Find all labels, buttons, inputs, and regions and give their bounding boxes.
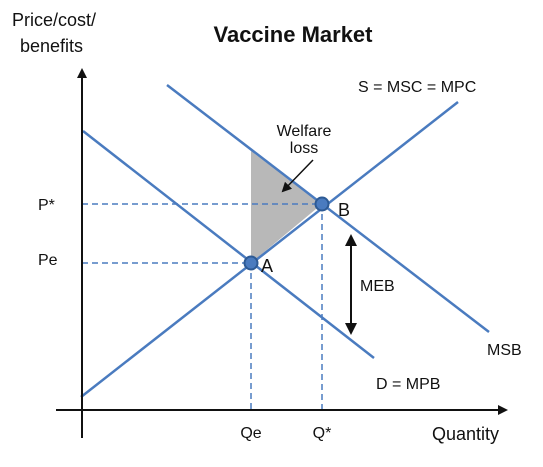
y-axis-label-line1: Price/cost/ [12,10,96,30]
p-star-label: P* [38,197,55,214]
meb-label: MEB [360,278,395,295]
pe-label: Pe [38,252,58,269]
demand-curve [82,130,375,359]
meb-arrow-down-head [345,323,357,335]
point-a-marker [243,255,259,271]
welfare-loss-area [251,151,322,263]
welfare-loss-label-line2: loss [290,140,318,157]
demand-curve-label: D = MPB [376,376,440,393]
welfare-loss-label-line1: Welfare [277,123,332,140]
meb-arrow-up-head [345,234,357,246]
x-axis-label: Quantity [432,424,499,444]
welfare-loss-pointer [281,159,314,193]
q-star-label: Q* [313,425,332,442]
point-a-label: A [261,256,273,276]
point-b-marker [314,196,330,212]
msb-curve-label: MSB [487,342,522,359]
y-axis-label-line2: benefits [20,36,83,56]
supply-curve [80,101,459,398]
qe-label: Qe [240,425,261,442]
diagram-title: Vaccine Market [214,22,374,47]
point-b-label: B [338,200,350,220]
supply-curve-label: S = MSC = MPC [358,79,476,96]
